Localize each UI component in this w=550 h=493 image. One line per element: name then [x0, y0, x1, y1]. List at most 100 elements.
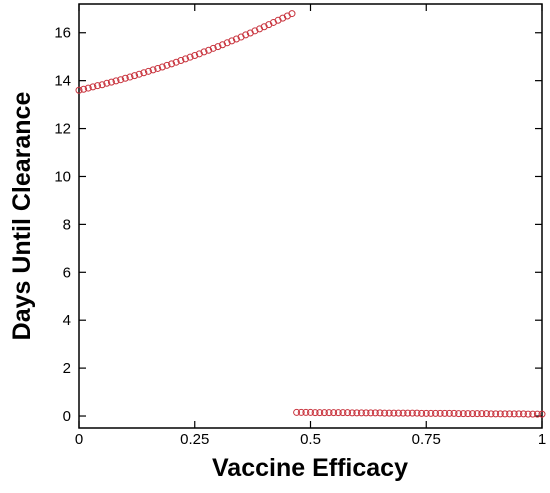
point: [385, 409, 393, 417]
point: [478, 410, 486, 418]
point: [418, 409, 426, 417]
y-tick-label: 8: [63, 216, 71, 233]
point: [330, 409, 338, 417]
point: [103, 79, 111, 87]
point: [501, 410, 509, 418]
point: [311, 409, 319, 417]
point: [80, 85, 88, 93]
point: [168, 60, 176, 68]
point: [519, 410, 527, 418]
point: [107, 78, 115, 86]
point: [195, 50, 203, 58]
point: [469, 410, 477, 418]
point: [288, 10, 296, 18]
x-axis-title: Vaccine Efficacy: [212, 454, 408, 482]
point: [524, 410, 532, 418]
point: [496, 410, 504, 418]
point: [432, 409, 440, 417]
point: [325, 409, 333, 417]
point: [427, 409, 435, 417]
point: [376, 409, 384, 417]
y-tick-label: 2: [63, 360, 71, 377]
point: [515, 410, 523, 418]
point: [464, 410, 472, 418]
y-tick-label: 0: [63, 408, 71, 425]
point: [510, 410, 518, 418]
point: [219, 41, 227, 49]
point: [144, 67, 152, 75]
x-tick-label: 0: [75, 431, 83, 448]
point: [89, 83, 97, 91]
point: [538, 410, 546, 418]
point: [131, 72, 139, 80]
point: [112, 77, 120, 85]
point: [172, 58, 180, 66]
point: [381, 409, 389, 417]
x-tick-label: 0.5: [300, 431, 321, 448]
point: [445, 409, 453, 417]
point: [367, 409, 375, 417]
point: [302, 408, 310, 416]
x-tick-label: 1: [538, 431, 546, 448]
point: [293, 408, 301, 416]
point: [422, 409, 430, 417]
point: [339, 409, 347, 417]
point: [399, 409, 407, 417]
point: [459, 410, 467, 418]
point: [482, 410, 490, 418]
y-axis-title: Days Until Clearance: [8, 92, 36, 341]
point: [473, 410, 481, 418]
point: [450, 409, 458, 417]
point: [214, 43, 222, 51]
point: [228, 37, 236, 45]
point: [154, 64, 162, 72]
point: [251, 27, 259, 35]
point: [362, 409, 370, 417]
point: [126, 73, 134, 81]
point: [84, 84, 92, 92]
point: [232, 35, 240, 43]
point: [94, 82, 102, 90]
point: [441, 409, 449, 417]
point: [223, 39, 231, 47]
y-tick-label: 10: [54, 168, 71, 185]
point: [533, 410, 541, 418]
plot-frame: [78, 3, 543, 429]
point: [75, 86, 83, 94]
point: [121, 74, 129, 82]
y-tick-label: 12: [54, 121, 71, 138]
point: [149, 66, 157, 74]
point: [436, 409, 444, 417]
point: [371, 409, 379, 417]
point: [163, 61, 171, 69]
point: [177, 57, 185, 65]
point: [348, 409, 356, 417]
point: [334, 409, 342, 417]
point: [205, 46, 213, 54]
point: [135, 70, 143, 78]
point: [506, 410, 514, 418]
point: [529, 410, 537, 418]
point: [297, 408, 305, 416]
point: [181, 55, 189, 63]
point: [117, 76, 125, 84]
x-tick-label: 0.75: [412, 431, 441, 448]
point: [353, 409, 361, 417]
point: [357, 409, 365, 417]
point: [242, 31, 250, 39]
point: [413, 409, 421, 417]
point: [200, 48, 208, 56]
point: [316, 409, 324, 417]
point: [98, 81, 106, 89]
point: [191, 52, 199, 60]
point: [394, 409, 402, 417]
point: [344, 409, 352, 417]
point: [158, 63, 166, 71]
y-tick-label: 16: [54, 25, 71, 42]
point: [390, 409, 398, 417]
point: [209, 44, 217, 52]
point: [186, 53, 194, 61]
point: [455, 410, 463, 418]
y-tick-label: 6: [63, 264, 71, 281]
